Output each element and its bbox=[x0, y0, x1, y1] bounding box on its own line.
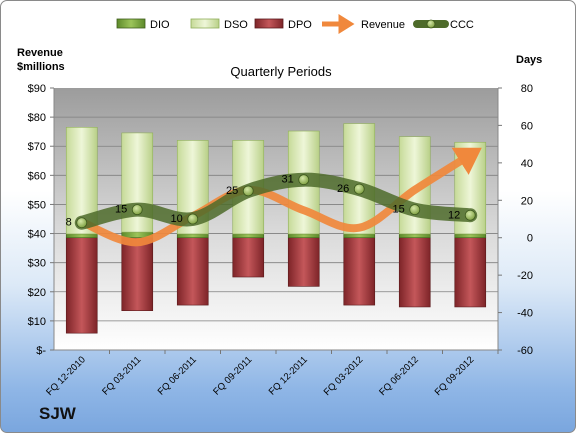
dio-bar bbox=[454, 233, 487, 239]
right-tick-label: 20 bbox=[521, 195, 533, 207]
left-tick-label: $70 bbox=[28, 141, 46, 153]
left-tick-label: $30 bbox=[28, 258, 46, 270]
left-tick-label: $90 bbox=[28, 83, 46, 95]
left-tick-label: $20 bbox=[28, 287, 46, 299]
ccc-marker bbox=[464, 209, 476, 221]
category-label: FQ 09-2012 bbox=[433, 354, 477, 398]
revenue-line bbox=[77, 147, 482, 247]
left-axis-title-line1: Revenue bbox=[17, 47, 63, 59]
ccc-data-label: 12 bbox=[448, 209, 460, 221]
right-tick-label: -60 bbox=[517, 345, 533, 357]
category-label: FQ 06-2012 bbox=[377, 354, 421, 398]
category-label: FQ 06-2011 bbox=[156, 354, 199, 397]
dio-bar bbox=[65, 233, 98, 239]
legend-swatch-dso bbox=[190, 18, 220, 29]
legend: DIO DSO DPO Revenue CCC bbox=[116, 14, 474, 34]
ccc-data-label: 31 bbox=[282, 174, 294, 186]
left-axis-title-line2: $millions bbox=[17, 61, 65, 73]
dpo-bar bbox=[176, 237, 209, 306]
ccc-marker bbox=[409, 204, 421, 216]
ccc-marker bbox=[76, 217, 88, 229]
right-axis-title: Days bbox=[516, 54, 542, 66]
category-label: FQ 12-2011 bbox=[267, 354, 310, 397]
dpo-bar bbox=[287, 237, 320, 287]
right-tick-label: -20 bbox=[517, 270, 533, 282]
right-tick-label: 40 bbox=[521, 158, 533, 170]
ccc-line bbox=[74, 172, 478, 230]
left-tick-label: $40 bbox=[28, 229, 46, 241]
dpo-bar bbox=[232, 237, 265, 278]
dpo-bar bbox=[65, 237, 98, 334]
ccc-data-label: 15 bbox=[393, 204, 405, 216]
left-tick-label: $10 bbox=[28, 316, 46, 328]
category-label: FQ 12-2010 bbox=[44, 354, 88, 398]
chart-subtitle: Quarterly Periods bbox=[230, 64, 332, 79]
line-series bbox=[74, 147, 482, 247]
legend-label-dso: DSO bbox=[224, 19, 248, 31]
ccc-data-label: 10 bbox=[171, 213, 183, 225]
ccc-marker bbox=[242, 185, 254, 197]
right-tick-label: 80 bbox=[521, 83, 533, 95]
ccc-data-label: 25 bbox=[226, 185, 238, 197]
category-label: FQ 03-2011 bbox=[100, 354, 143, 397]
right-tick-label: 0 bbox=[527, 233, 533, 245]
dio-bar bbox=[398, 233, 431, 239]
right-tick-label: -40 bbox=[517, 308, 533, 320]
left-tick-label: $50 bbox=[28, 199, 46, 211]
dpo-bar bbox=[454, 237, 487, 308]
left-tick-label: $80 bbox=[28, 112, 46, 124]
right-tick-label: 60 bbox=[521, 120, 533, 132]
legend-label-ccc: CCC bbox=[450, 19, 474, 31]
dio-bar bbox=[287, 233, 320, 239]
left-tick-label: $60 bbox=[28, 170, 46, 182]
company-name: SJW bbox=[39, 404, 76, 423]
dpo-bar bbox=[121, 237, 154, 311]
left-tick-label: $- bbox=[36, 345, 46, 357]
ccc-data-label: 8 bbox=[66, 217, 72, 229]
legend-label-dpo: DPO bbox=[288, 19, 312, 31]
dio-bar bbox=[343, 233, 376, 239]
category-label: FQ 03-2012 bbox=[322, 354, 366, 398]
legend-swatch-dio bbox=[116, 18, 146, 29]
dpo-bar bbox=[343, 237, 376, 306]
ccc-marker bbox=[131, 204, 143, 216]
ccc-marker bbox=[187, 213, 199, 225]
legend-label-revenue: Revenue bbox=[361, 19, 405, 31]
dio-bar bbox=[232, 233, 265, 239]
legend-marker-ccc bbox=[426, 19, 436, 29]
bar-series bbox=[65, 123, 487, 334]
ccc-marker bbox=[298, 174, 310, 186]
dpo-bar bbox=[398, 237, 431, 308]
ccc-data-label: 26 bbox=[337, 183, 349, 195]
legend-swatch-dpo bbox=[254, 18, 284, 29]
ccc-marker bbox=[353, 183, 365, 195]
data-labels: 8 15 10 25 31 26 15 12 bbox=[66, 174, 461, 229]
dio-bar bbox=[176, 233, 209, 239]
legend-label-dio: DIO bbox=[150, 19, 170, 31]
ccc-data-label: 15 bbox=[115, 204, 127, 216]
dso-bar bbox=[343, 123, 376, 235]
category-label: FQ 09-2011 bbox=[211, 354, 254, 397]
